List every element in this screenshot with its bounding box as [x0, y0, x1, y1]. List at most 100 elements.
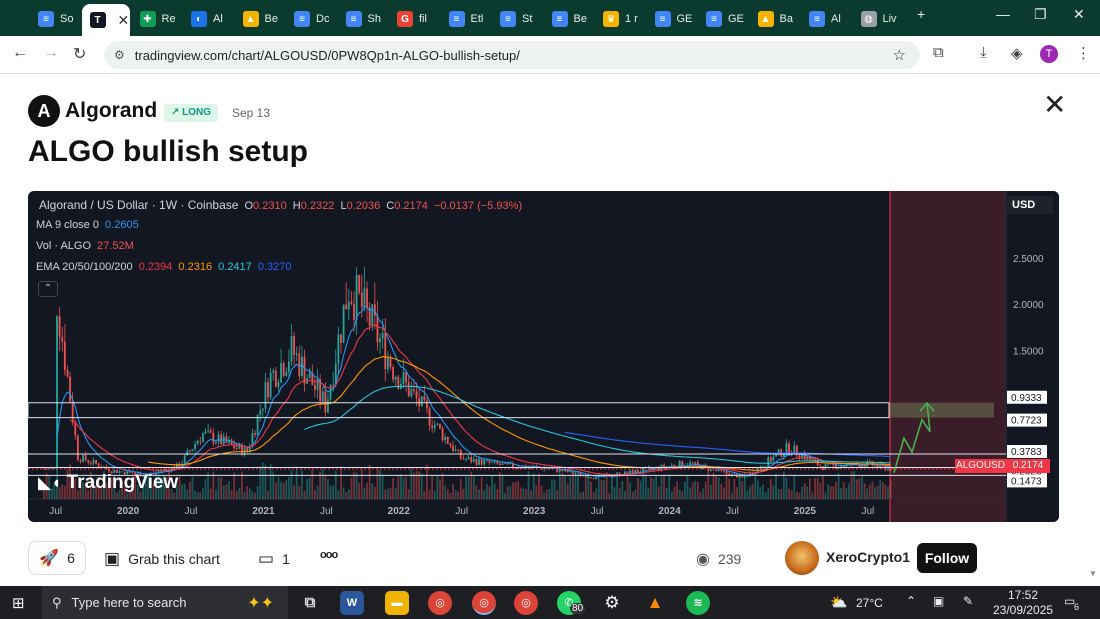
volume-bar — [76, 491, 79, 499]
browser-tab[interactable]: ▲ Be — [235, 6, 285, 32]
candle-body — [358, 274, 361, 293]
volume-bar — [694, 480, 697, 499]
more-options-button[interactable]: ooo — [320, 549, 338, 561]
author-name[interactable]: XeroCrypto1 — [826, 549, 911, 565]
browser-tab[interactable]: ◍ Liv — [853, 6, 903, 32]
settings-gear-icon[interactable]: ⚙ — [604, 593, 620, 612]
chrome-profile-icon[interactable]: ◎ — [472, 591, 496, 615]
reload-icon[interactable]: ↻ — [73, 46, 87, 63]
task-view-icon[interactable]: ⧉ — [304, 594, 316, 611]
browser-tab[interactable]: ≡ Sh — [338, 6, 388, 32]
volume-bar — [655, 475, 658, 499]
temperature[interactable]: 27°C — [856, 596, 883, 610]
tray-chevron-icon[interactable]: ⌃ — [906, 594, 917, 608]
grab-chart-button[interactable]: ▣ Grab this chart — [104, 549, 220, 569]
follow-button[interactable]: Follow — [917, 543, 977, 573]
tab-label: Al — [213, 13, 223, 25]
volume-legend[interactable]: Vol · ALGO 27.52M — [36, 240, 134, 252]
volume-bar — [759, 486, 762, 499]
browser-tab[interactable]: ≡ So — [30, 6, 80, 32]
browser-tab[interactable]: T ✕ — [81, 4, 130, 36]
word-icon[interactable]: W — [340, 591, 364, 615]
currency-label[interactable]: USD — [1007, 196, 1053, 214]
ma9-line — [56, 306, 891, 477]
candle-body — [110, 471, 113, 473]
site-info-icon[interactable]: ⚙ — [114, 48, 125, 62]
collapse-legend-icon[interactable]: ⌃ — [38, 281, 58, 297]
volume-bar — [324, 474, 327, 499]
notification-icon[interactable]: ▭ — [1064, 594, 1076, 608]
window-close-icon[interactable]: ✕ — [1073, 6, 1085, 22]
vlc-icon[interactable]: ▲ — [646, 593, 664, 612]
bookmark-star-icon[interactable]: ☆ — [892, 47, 906, 64]
extensions-icon[interactable]: ⧉ — [933, 44, 944, 61]
browser-tab[interactable]: ≡ Etl — [441, 6, 491, 32]
comments-button[interactable]: ▭ 1 — [258, 549, 290, 569]
browser-tab[interactable]: ≡ Al — [801, 6, 851, 32]
download-icon[interactable]: ⤓ — [980, 44, 987, 61]
chrome-icon[interactable]: ◎ — [428, 591, 452, 615]
back-arrow-icon[interactable]: ← — [12, 44, 28, 61]
clock-date[interactable]: 23/09/2025 — [993, 603, 1054, 617]
restore-icon[interactable]: ❐ — [1034, 6, 1047, 22]
volume-bar — [611, 477, 613, 499]
sidebar-icon[interactable]: ◈ — [1011, 45, 1023, 62]
volume-bar — [431, 475, 434, 499]
candle-body — [506, 462, 509, 465]
address-bar[interactable]: ⚙ tradingview.com/chart/ALGOUSD/0PW8Qp1n… — [104, 41, 920, 69]
forward-arrow-icon[interactable]: → — [43, 44, 59, 61]
volume-bar — [319, 471, 322, 499]
url-text[interactable]: tradingview.com/chart/ALGOUSD/0PW8Qp1n-A… — [134, 47, 520, 63]
symbol-name[interactable]: Algorand — [65, 99, 158, 122]
candle-body — [673, 464, 676, 467]
candle-body — [798, 455, 801, 459]
price-chart[interactable]: 2.5000 2.0000 1.5000 0.9333 0.7723 0.3783 0.23… — [28, 191, 1059, 522]
volume-bar — [264, 464, 267, 499]
spotify-icon[interactable]: ≋ — [686, 591, 710, 615]
menu-kebab-icon[interactable]: ⋮ — [1076, 45, 1091, 62]
boost-button[interactable]: 🚀 6 — [28, 541, 86, 575]
browser-tab[interactable]: ♛ 1 r — [595, 6, 645, 32]
browser-tab[interactable]: ≡ GE — [698, 6, 748, 32]
browser-tab[interactable]: ≡ Be — [544, 6, 594, 32]
docs-icon: ≡ — [345, 11, 362, 27]
volume-bar — [715, 475, 718, 499]
symbol-price-tag: ALGOUSD — [955, 459, 1006, 473]
browser-tab[interactable]: ▲ Ba — [750, 6, 800, 32]
volume-bar — [597, 473, 600, 499]
scroll-down-arrow-icon[interactable]: ▼ — [1089, 569, 1097, 578]
close-icon[interactable]: ✕ — [1043, 89, 1067, 120]
windows-start-icon[interactable]: ⊞ — [12, 595, 25, 612]
chrome-profile2-icon[interactable]: ◎ — [514, 591, 538, 615]
profile-avatar[interactable]: T — [1040, 45, 1058, 63]
network-icon[interactable]: ▣ — [933, 594, 945, 608]
level-label-box — [1007, 474, 1047, 488]
browser-tab[interactable]: ◐ Al — [183, 6, 233, 32]
browser-tab[interactable]: ✚ Re — [132, 6, 182, 32]
minimize-icon[interactable]: — — [996, 6, 1010, 22]
volume-bar — [290, 470, 293, 499]
candle-body — [228, 440, 230, 443]
ema-legend[interactable]: EMA 20/50/100/200 0.2394 0.2316 0.2417 0… — [36, 261, 292, 273]
taskbar-search[interactable]: ⚲ Type here to search ✦✦ — [42, 586, 288, 619]
new-tab-button[interactable]: + — [917, 6, 926, 22]
author-avatar[interactable] — [785, 541, 819, 575]
volume-bar — [155, 472, 157, 499]
ma-legend[interactable]: MA 9 close 0 0.2605 — [36, 219, 139, 231]
candle-body — [178, 463, 181, 468]
volume-bar — [762, 484, 764, 499]
browser-tab[interactable]: ≡ Dc — [286, 6, 336, 32]
tab-close-icon[interactable]: ✕ — [117, 11, 130, 28]
browser-tab[interactable]: ≡ GE — [647, 6, 697, 32]
clock-time[interactable]: 17:52 — [1008, 588, 1039, 602]
chart-canvas[interactable]: 2.5000 2.0000 1.5000 0.9333 0.7723 0.3783 0.23… — [28, 191, 1059, 522]
volume-bar — [74, 478, 77, 499]
algorand-logo-icon[interactable]: A — [28, 95, 60, 127]
pen-icon[interactable]: ✎ — [963, 594, 974, 608]
volume-bar — [556, 490, 559, 499]
volume-bar — [243, 491, 246, 499]
browser-tab[interactable]: ≡ St — [492, 6, 542, 32]
weather-icon[interactable]: ⛅ — [830, 594, 848, 610]
file-explorer-icon[interactable]: ▬ — [385, 591, 409, 615]
